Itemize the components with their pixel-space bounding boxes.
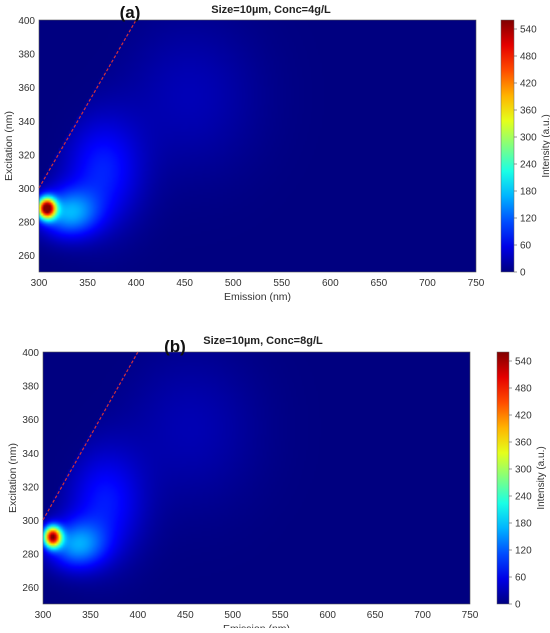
colorbar-tick-label: 540	[520, 25, 537, 36]
x-tick-label: 550	[272, 610, 289, 621]
x-tick-label: 450	[176, 278, 193, 289]
colorbar-tick-label: 240	[520, 160, 537, 171]
x-tick-label: 500	[225, 278, 242, 289]
x-axis-label: Emission (nm)	[224, 291, 291, 303]
y-tick-label: 380	[18, 50, 35, 61]
x-tick-label: 300	[31, 278, 48, 289]
x-tick-label: 350	[79, 278, 96, 289]
x-tick-label: 700	[419, 278, 436, 289]
colorbar-tick-label: 120	[515, 546, 532, 557]
colorbar-tick-label: 480	[515, 384, 532, 395]
colorbar-tick-label: 180	[520, 187, 537, 198]
heatmap-surface	[43, 352, 470, 604]
x-tick-label: 750	[462, 610, 479, 621]
colorbar-tick-label: 360	[515, 438, 532, 449]
x-tick-label: 600	[319, 610, 336, 621]
y-tick-label: 320	[22, 482, 39, 493]
colorbar-tick-label: 360	[520, 106, 537, 117]
y-tick-label: 280	[18, 218, 35, 229]
colorbar-tick-label: 420	[515, 411, 532, 422]
eem-panel-a: 300 350 400 450 500 550 600 650 700 750 260 280 300 3…	[0, 0, 550, 314]
colorbar-tick-label: 420	[520, 79, 537, 90]
x-axis-label: Emission (nm)	[223, 623, 290, 628]
plot-frame	[42, 351, 471, 605]
y-tick-label: 280	[22, 550, 39, 561]
y-tick-label: 400	[18, 16, 35, 27]
chart-title: Size=10µm, Conc=8g/L	[203, 335, 323, 347]
chart-title: Size=10µm, Conc=4g/L	[211, 4, 331, 16]
y-tick-label: 380	[22, 382, 39, 393]
y-tick-label: 360	[18, 83, 35, 94]
y-tick-label: 320	[18, 150, 35, 161]
plot-frame	[38, 19, 477, 273]
x-tick-label: 450	[177, 610, 194, 621]
y-axis-label: Excitation (nm)	[7, 443, 19, 513]
eem-chart-b: 300 350 400 450 500 550 600 650 700 7502602803003…	[7, 335, 547, 633]
colorbar	[496, 351, 510, 605]
y-tick-label: 260	[22, 583, 39, 594]
x-tick-label: 400	[128, 278, 145, 289]
y-tick-label: 360	[22, 415, 39, 426]
colorbar-label: Intensity (a.u.)	[536, 446, 547, 509]
y-tick-label: 260	[18, 251, 35, 262]
x-tick-label: 650	[367, 610, 384, 621]
y-tick-label: 300	[18, 184, 35, 195]
colorbar	[500, 19, 515, 273]
eem-chart-a: 300 350 400 450 500 550 600 650 700 7502602803003…	[3, 3, 550, 303]
x-tick-label: 600	[322, 278, 339, 289]
colorbar-tick-label: 540	[515, 357, 532, 368]
colorbar-tick-label: 60	[520, 241, 532, 252]
eem-panel-b: 300 350 400 450 500 550 600 650 700 750 260 280 300 3…	[0, 332, 550, 633]
y-tick-label: 300	[22, 516, 39, 527]
x-tick-label: 500	[224, 610, 241, 621]
colorbar-tick-label: 0	[515, 600, 521, 611]
x-tick-label: 400	[130, 610, 147, 621]
x-tick-label: 350	[82, 610, 99, 621]
colorbar-tick-label: 300	[520, 133, 537, 144]
heatmap-surface	[39, 20, 476, 272]
y-axis-label: Excitation (nm)	[3, 111, 15, 181]
y-tick-label: 400	[22, 348, 39, 359]
colorbar-tick-label: 480	[520, 52, 537, 63]
panel-label: (b)	[164, 337, 186, 356]
x-tick-label: 550	[273, 278, 290, 289]
rayleigh-scatter-line	[38, 19, 137, 189]
x-tick-label: 650	[371, 278, 388, 289]
colorbar-tick-label: 300	[515, 465, 532, 476]
x-tick-label: 750	[468, 278, 485, 289]
colorbar-tick-label: 0	[520, 268, 526, 279]
colorbar-tick-label: 120	[520, 214, 537, 225]
panel-label: (a)	[120, 3, 141, 22]
colorbar-label: Intensity (a.u.)	[541, 114, 550, 177]
y-tick-label: 340	[18, 117, 35, 128]
colorbar-tick-label: 60	[515, 573, 527, 584]
x-tick-label: 700	[414, 610, 431, 621]
colorbar-tick-label: 180	[515, 519, 532, 530]
y-tick-label: 340	[22, 449, 39, 460]
rayleigh-scatter-line	[42, 351, 139, 521]
x-tick-label: 300	[35, 610, 52, 621]
colorbar-tick-label: 240	[515, 492, 532, 503]
